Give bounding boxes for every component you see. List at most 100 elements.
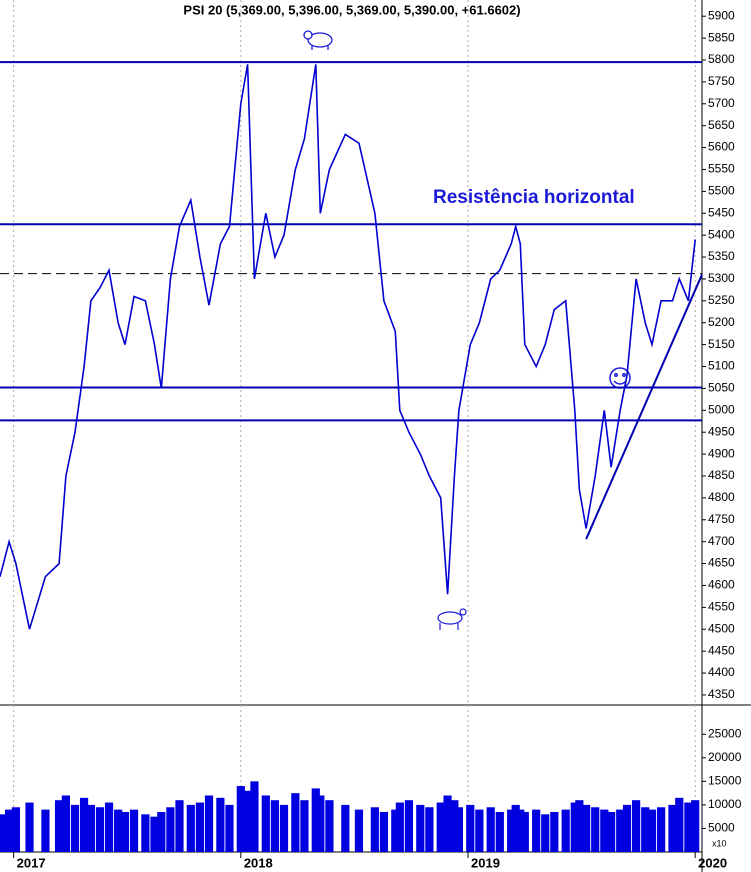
y-tick-label: 20000 [708, 750, 742, 764]
volume-bar [570, 802, 579, 852]
volume-bar [641, 807, 650, 852]
y-tick-label: 4600 [708, 578, 735, 592]
volume-bar [195, 802, 205, 852]
y-tick-label: 15000 [708, 774, 742, 788]
volume-bar [141, 814, 150, 852]
y-tick-label: 25000 [708, 726, 742, 740]
y-tick-label: 4700 [708, 534, 735, 548]
y-tick-label: 5350 [708, 249, 735, 263]
volume-bar [61, 795, 70, 852]
volume-bar [166, 807, 175, 852]
y-tick-label: 4650 [708, 556, 735, 570]
x-tick-label: 2019 [471, 855, 500, 870]
volume-bar [325, 800, 334, 852]
y-tick-label: 5450 [708, 205, 735, 219]
volume-bar [157, 811, 166, 852]
bull-icon [437, 608, 467, 630]
y-tick-label: 5000 [708, 821, 735, 835]
x-tick-label: 2020 [698, 855, 727, 870]
volume-bar [54, 800, 64, 852]
y-tick-label: 5600 [708, 140, 735, 154]
volume-bar [516, 809, 525, 852]
volume-bar [243, 790, 252, 852]
volume-bar [250, 781, 259, 852]
y-tick-label: 4550 [708, 600, 735, 614]
volume-bar [582, 804, 591, 852]
volume-bar [0, 814, 9, 852]
volume-bar [186, 804, 195, 852]
volume-bar [70, 804, 80, 852]
chart-title: PSI 20 (5,369.00, 5,396.00, 5,369.00, 5,… [183, 2, 520, 17]
volume-bar [550, 811, 559, 852]
volume-unit: x10 [712, 838, 727, 848]
volume-bar [507, 809, 516, 852]
volume-bar [129, 809, 139, 852]
y-tick-label: 4800 [708, 490, 735, 504]
volume-bar [511, 804, 520, 852]
y-tick-label: 5800 [708, 52, 735, 66]
y-tick-label: 5400 [708, 227, 735, 241]
volume-bar [204, 795, 214, 852]
y-tick-label: 5700 [708, 96, 735, 110]
y-tick-label: 4750 [708, 512, 735, 526]
volume-bar [561, 809, 570, 852]
volume-bar [575, 800, 584, 852]
volume-bar [486, 807, 495, 852]
volume-bar [216, 797, 225, 852]
volume-bar [404, 800, 414, 852]
volume-bar [86, 804, 95, 852]
volume-bar [495, 811, 504, 852]
y-tick-label: 4400 [708, 665, 735, 679]
annotation: Resistência horizontal [433, 187, 635, 208]
y-tick-label: 5900 [708, 8, 735, 22]
y-tick-label: 5150 [708, 337, 735, 351]
volume-bar [300, 800, 309, 852]
volume-bar [354, 809, 364, 852]
volume-bar [675, 797, 684, 852]
volume-bar [370, 807, 379, 852]
volume-bar [454, 807, 464, 852]
volume-bar [391, 809, 400, 852]
trend-line [585, 274, 703, 540]
volume-bar [466, 804, 475, 852]
y-tick-label: 5200 [708, 315, 735, 329]
y-tick-label: 4950 [708, 424, 735, 438]
y-tick-label: 5000 [708, 402, 735, 416]
volume-bar [316, 795, 325, 852]
y-tick-label: 4350 [708, 687, 735, 701]
volume-bar [236, 786, 245, 852]
volume-bar [291, 793, 300, 852]
volume-bar [616, 809, 625, 852]
y-tick-label: 5650 [708, 118, 735, 132]
volume-bar [450, 800, 459, 852]
volume-bar [691, 800, 700, 852]
volume-bar [261, 795, 270, 852]
volume-bar [475, 809, 484, 852]
volume-bar [443, 795, 452, 852]
volume-bar [114, 809, 123, 852]
volume-bar [379, 811, 389, 852]
y-tick-label: 4900 [708, 446, 735, 460]
volume-bar [647, 809, 657, 852]
y-tick-label: 5750 [708, 74, 735, 88]
bear-icon [303, 30, 333, 50]
volume-bar [532, 809, 541, 852]
y-tick-label: 4450 [708, 643, 735, 657]
volume-bar [395, 802, 404, 852]
volume-bar [79, 797, 89, 852]
y-tick-label: 5850 [708, 30, 735, 44]
price-line [0, 64, 696, 630]
volume-bar [591, 807, 600, 852]
volume-bar [607, 811, 616, 852]
volume-bar [632, 800, 641, 852]
volume-bar [25, 802, 34, 852]
y-tick-label: 10000 [708, 797, 742, 811]
volume-bar [425, 807, 434, 852]
volume-bar [104, 802, 114, 852]
volume-bar [95, 807, 105, 852]
volume-bar [270, 800, 279, 852]
y-tick-label: 5100 [708, 359, 735, 373]
volume-bar [436, 802, 445, 852]
